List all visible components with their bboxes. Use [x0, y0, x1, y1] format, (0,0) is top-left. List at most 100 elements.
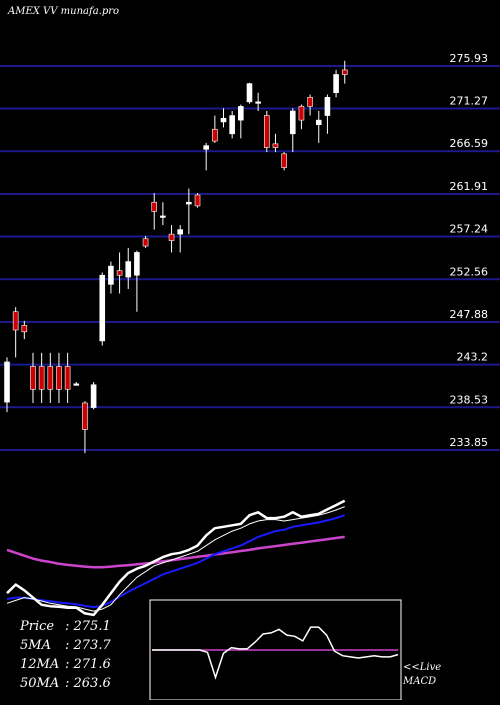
candle-body-down	[194, 194, 201, 207]
candle-body-up	[324, 97, 331, 116]
candle	[307, 94, 313, 116]
candle-body-up	[246, 83, 253, 103]
candle	[281, 152, 287, 171]
y-tick-label: 261.91	[450, 180, 489, 193]
candle-body-down	[272, 143, 279, 148]
candle-body-up	[125, 261, 132, 278]
candle-body-down	[142, 238, 149, 247]
candle	[203, 142, 209, 171]
candle-body-up	[255, 101, 261, 104]
candle	[64, 352, 71, 404]
candle-body-down	[21, 325, 28, 333]
info-label: Price	[19, 619, 54, 634]
candle	[82, 401, 88, 454]
candle	[160, 202, 166, 226]
candle	[246, 82, 253, 104]
y-tick-label: 266.59	[450, 137, 489, 150]
candle	[21, 320, 28, 340]
macd-label-name: MACD	[402, 676, 436, 687]
candle-body-up	[229, 115, 235, 135]
candle	[38, 352, 45, 404]
candle	[272, 133, 279, 153]
ma-short-line	[6, 506, 345, 612]
candle-body-up	[238, 106, 244, 121]
candle	[12, 307, 19, 358]
candle	[212, 115, 218, 143]
candle	[220, 108, 227, 128]
candle-body-down	[47, 366, 54, 390]
candle	[99, 272, 106, 346]
candle	[108, 261, 114, 294]
y-tick-label: 257.24	[450, 223, 489, 236]
candle	[177, 225, 183, 253]
candle-body-up	[289, 110, 296, 135]
y-tick-label: 243.2	[457, 351, 489, 364]
candle-body-down	[168, 233, 175, 241]
candle-body-down	[30, 366, 36, 390]
candle	[255, 92, 261, 111]
candle-body-up	[90, 384, 97, 408]
info-value: : 273.7	[65, 638, 111, 653]
candle-body-down	[38, 366, 45, 390]
info-label: 50MA	[20, 676, 59, 691]
candle	[116, 252, 123, 294]
candle-body-down	[64, 366, 71, 390]
candle	[341, 60, 348, 84]
candle-body-down	[212, 128, 218, 142]
candle	[168, 225, 175, 253]
candle	[125, 247, 132, 289]
info-value: : 263.6	[65, 676, 111, 691]
candle-body-down	[56, 366, 62, 390]
candle	[333, 69, 339, 98]
y-tick-label: 233.85	[450, 436, 489, 449]
candle-body-up	[4, 361, 10, 403]
candle	[56, 352, 62, 404]
info-label: 5MA	[20, 638, 51, 653]
candle	[229, 110, 235, 139]
candle-body-down	[151, 201, 158, 212]
price-info: Price : 275.1 5MA : 273.7 12MA : 271.6 50MA : 2…	[19, 619, 111, 691]
candle-body-down	[82, 402, 88, 430]
info-value: : 275.1	[65, 619, 111, 634]
candle	[73, 382, 80, 386]
candle-body-down	[12, 311, 19, 331]
ma-long-line	[6, 535, 345, 569]
y-tick-label: 275.93	[450, 52, 489, 65]
candle	[30, 352, 36, 404]
price-grid	[0, 65, 500, 451]
candle-body-up	[220, 117, 227, 123]
ma-mid-line	[6, 514, 346, 609]
candle	[238, 104, 244, 139]
candle	[47, 352, 54, 404]
candle-body-up	[134, 252, 140, 276]
candle-body-down	[116, 270, 123, 276]
candle-body-down	[263, 115, 270, 148]
macd-label-live: <<Live	[403, 662, 441, 673]
candle-body-down	[307, 97, 313, 107]
candle	[194, 193, 201, 208]
info-label: 12MA	[20, 657, 59, 672]
candle-body-up	[99, 274, 106, 342]
candle	[298, 104, 305, 130]
candle-body-down	[341, 69, 348, 75]
candle	[142, 236, 149, 248]
candle	[324, 94, 331, 134]
candle	[134, 250, 140, 312]
y-tick-label: 271.27	[450, 95, 489, 108]
candle	[315, 110, 322, 143]
candle-body-up	[73, 383, 80, 386]
candle-body-up	[108, 265, 114, 285]
candle-body-up	[315, 119, 322, 125]
candle-body-up	[160, 215, 166, 218]
y-tick-label: 238.53	[450, 393, 489, 406]
info-value: : 271.6	[65, 657, 111, 672]
y-axis-ticks: 275.93 271.27 266.59 261.91 257.24 252.56 247.…	[450, 52, 489, 449]
candle	[4, 357, 10, 413]
candle-body-down	[298, 106, 305, 121]
price-line	[6, 499, 346, 617]
y-tick-label: 252.56	[450, 265, 489, 278]
candle-body-up	[186, 201, 192, 205]
